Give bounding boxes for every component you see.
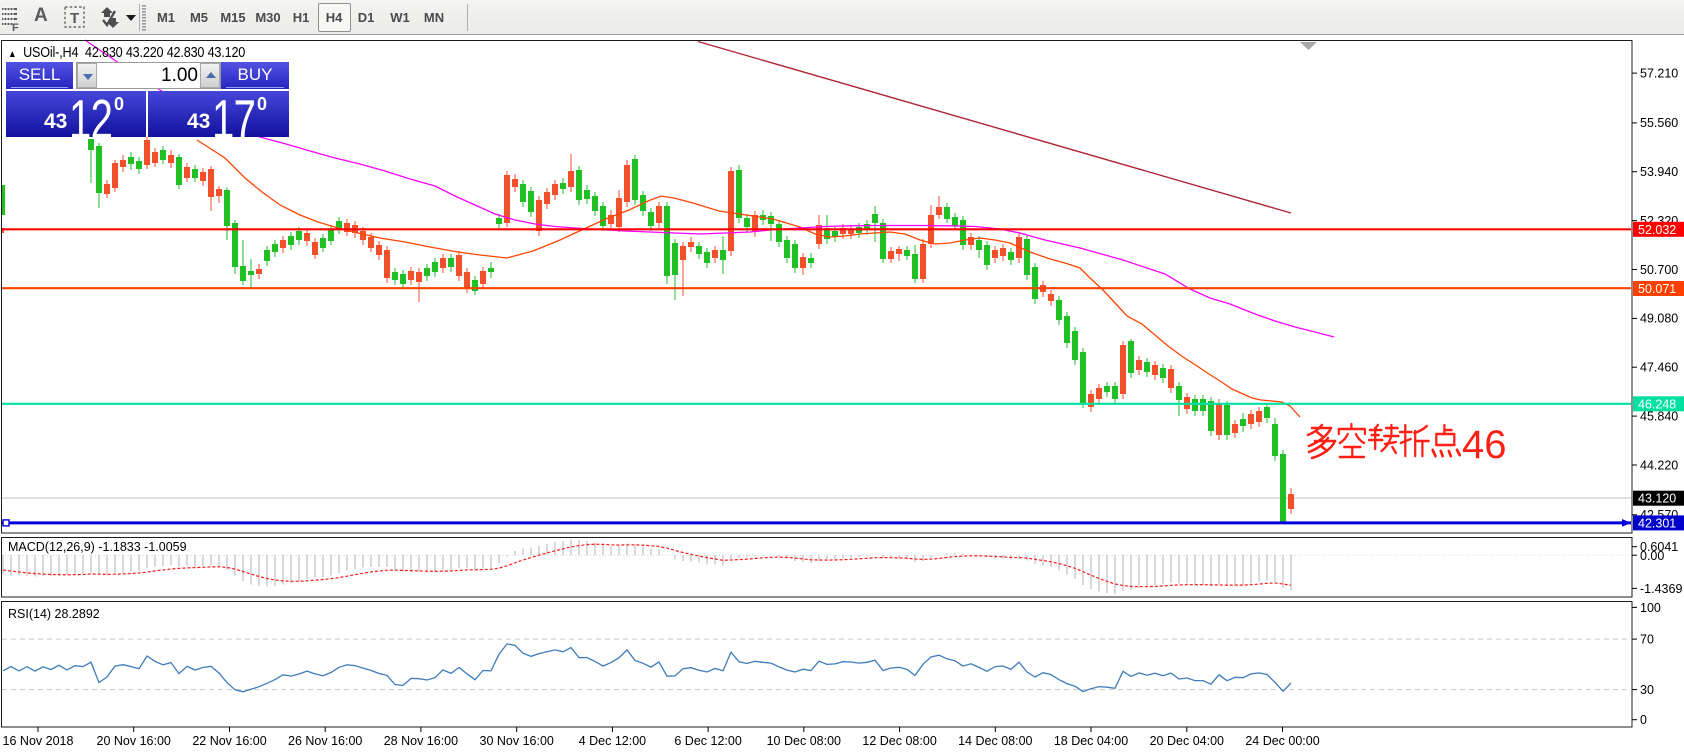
svg-text:57.210: 57.210 <box>1640 66 1678 80</box>
svg-text:47.460: 47.460 <box>1640 361 1678 375</box>
svg-text:F: F <box>12 22 19 32</box>
svg-text:53.940: 53.940 <box>1640 165 1678 179</box>
svg-text:20 Nov 16:00: 20 Nov 16:00 <box>97 734 171 748</box>
svg-text:24 Dec 00:00: 24 Dec 00:00 <box>1245 734 1319 748</box>
svg-text:44.220: 44.220 <box>1640 458 1678 472</box>
svg-text:MACD(12,26,9) -1.1833 -1.0059: MACD(12,26,9) -1.1833 -1.0059 <box>8 540 187 554</box>
svg-text:0.00: 0.00 <box>1640 549 1664 563</box>
svg-text:55.560: 55.560 <box>1640 116 1678 130</box>
svg-text:0.6041: 0.6041 <box>1640 540 1678 554</box>
svg-text:43.120: 43.120 <box>1638 492 1676 506</box>
svg-text:46.248: 46.248 <box>1638 397 1676 411</box>
svg-text:RSI(14) 28.2892: RSI(14) 28.2892 <box>8 607 100 621</box>
svg-text:50.700: 50.700 <box>1640 263 1678 277</box>
svg-text:22 Nov 16:00: 22 Nov 16:00 <box>192 734 266 748</box>
svg-text:45.840: 45.840 <box>1640 409 1678 423</box>
svg-text:10 Dec 08:00: 10 Dec 08:00 <box>767 734 841 748</box>
svg-text:18 Dec 04:00: 18 Dec 04:00 <box>1054 734 1128 748</box>
svg-text:6 Dec 12:00: 6 Dec 12:00 <box>674 734 741 748</box>
svg-text:26 Nov 16:00: 26 Nov 16:00 <box>288 734 362 748</box>
svg-text:100: 100 <box>1640 601 1661 615</box>
svg-text:12 Dec 08:00: 12 Dec 08:00 <box>862 734 936 748</box>
svg-text:49.080: 49.080 <box>1640 312 1678 326</box>
svg-text:30: 30 <box>1640 683 1654 697</box>
svg-text:52.032: 52.032 <box>1638 223 1676 237</box>
svg-text:28 Nov 16:00: 28 Nov 16:00 <box>384 734 458 748</box>
svg-text:50.071: 50.071 <box>1638 282 1676 296</box>
svg-text:4 Dec 12:00: 4 Dec 12:00 <box>579 734 646 748</box>
svg-text:30 Nov 16:00: 30 Nov 16:00 <box>480 734 554 748</box>
svg-text:0: 0 <box>1640 713 1647 727</box>
svg-text:42.301: 42.301 <box>1638 516 1676 530</box>
svg-text:16 Nov 2018: 16 Nov 2018 <box>3 734 74 748</box>
svg-text:-1.4369: -1.4369 <box>1640 582 1682 596</box>
svg-text:70: 70 <box>1640 633 1654 647</box>
svg-text:20 Dec 04:00: 20 Dec 04:00 <box>1150 734 1224 748</box>
svg-text:T: T <box>70 10 79 27</box>
svg-text:14 Dec 08:00: 14 Dec 08:00 <box>958 734 1032 748</box>
svg-text:46: 46 <box>1462 423 1507 467</box>
